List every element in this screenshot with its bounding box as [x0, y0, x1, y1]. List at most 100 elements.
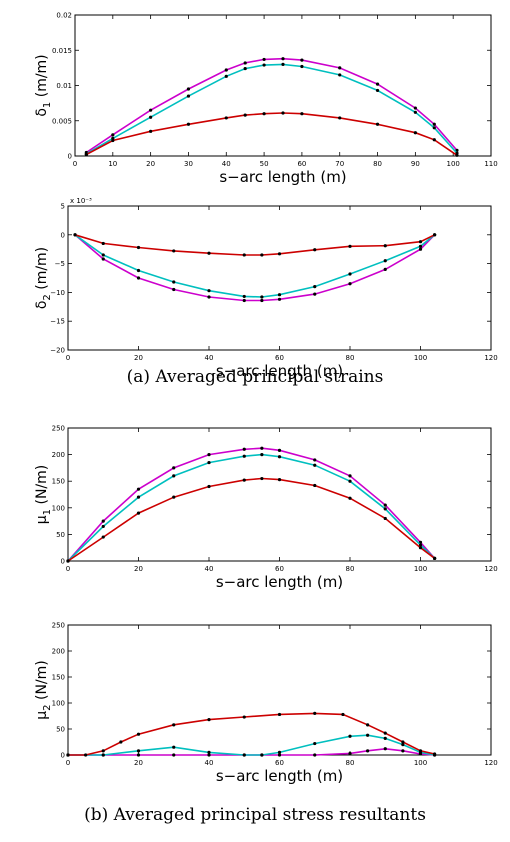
- series-point-1: [149, 108, 153, 112]
- series-point-1: [136, 487, 141, 491]
- series-point-1: [348, 282, 352, 286]
- x-tick-label: 80: [346, 759, 355, 767]
- series-point-3: [172, 495, 176, 499]
- series-point-3: [455, 153, 459, 157]
- y-tick-label: 5: [61, 203, 65, 211]
- y-axis-label-subscript: 1: [42, 102, 53, 108]
- series-point-1: [348, 474, 352, 478]
- series-point-3: [242, 478, 246, 482]
- series-point-2: [413, 110, 417, 114]
- series-point-3: [383, 244, 387, 248]
- series-point-2: [136, 268, 141, 273]
- series-point-2: [300, 64, 304, 69]
- series-point-2: [313, 285, 317, 289]
- series-point-2: [101, 524, 105, 529]
- y-axis-label-unit: (N/m): [34, 660, 50, 704]
- series-point-2: [172, 474, 176, 478]
- x-tick-label: 100: [414, 565, 427, 573]
- x-axis-label: s−arc length (m): [219, 168, 346, 186]
- series-line-3: [85, 112, 458, 156]
- x-tick-label: 0: [66, 565, 70, 573]
- series-point-1: [418, 247, 423, 251]
- x-tick-label: 60: [275, 759, 284, 767]
- series-point-1: [172, 753, 176, 757]
- series-point-3: [207, 718, 211, 722]
- series-point-3: [433, 752, 437, 756]
- series-point-1: [383, 503, 387, 507]
- x-tick-label: 40: [205, 354, 214, 362]
- y-tick-label: 0.005: [52, 117, 72, 125]
- series-point-2: [101, 253, 105, 257]
- x-tick-label: 40: [205, 565, 214, 573]
- plot-frame: [67, 427, 492, 562]
- series-point-3: [277, 252, 282, 256]
- chart-mu1: 0 20 40 60 80 100 120 0 50 100 150 200 250 s−arc leng…: [34, 425, 498, 592]
- series-point-3: [375, 122, 380, 126]
- series-point-3: [84, 152, 88, 157]
- series-point-1: [136, 276, 141, 280]
- series-point-1: [277, 297, 282, 301]
- caption-b: (b) Averaged principal stress resultants: [84, 805, 426, 825]
- series-line-2: [67, 453, 436, 562]
- series-point-3: [119, 740, 123, 744]
- series-line-1: [85, 57, 458, 154]
- series-point-2: [260, 453, 264, 457]
- series-point-2: [432, 126, 436, 130]
- x-tick-label: 100: [414, 759, 427, 767]
- y-axis-label-unit: (N/m): [34, 465, 50, 509]
- y-axis-label: δ2 (m/m): [34, 247, 53, 309]
- series-point-2: [277, 750, 282, 755]
- series-point-2: [242, 454, 246, 458]
- series-point-3: [413, 131, 417, 135]
- series-point-1: [313, 458, 317, 462]
- series-point-3: [348, 244, 352, 248]
- y-tick-label: 0: [61, 752, 65, 760]
- y-tick-label: 0: [61, 558, 65, 566]
- series-point-2: [207, 289, 211, 293]
- series-point-1: [172, 287, 176, 292]
- series-point-1: [383, 747, 387, 751]
- x-tick-label: 70: [335, 160, 344, 168]
- x-tick-label: 80: [346, 354, 355, 362]
- x-axis-label: s−arc length (m): [216, 573, 343, 591]
- chart-delta1: 0 10 20 30 40 50 60 70 80 90 100 110 0 0.005 0.01 0.015…: [34, 12, 498, 187]
- x-tick-label: 0: [66, 354, 70, 362]
- x-tick-label: 10: [108, 160, 117, 168]
- y-axis-label-subscript: 2: [42, 294, 53, 300]
- y-tick-label: 0.01: [56, 82, 72, 90]
- series-point-1: [101, 519, 105, 523]
- y-exponent-label: x 10⁻³: [70, 197, 92, 205]
- x-tick-label: 110: [484, 160, 497, 168]
- series-point-2: [277, 455, 282, 459]
- series-point-1: [260, 446, 264, 450]
- series-point-2: [375, 88, 380, 93]
- series-point-2: [243, 66, 247, 71]
- series-point-3: [418, 546, 423, 550]
- y-axis-label-symbol: δ: [34, 301, 50, 310]
- x-axis-label: s−arc length (m): [216, 767, 343, 785]
- series-point-3: [341, 712, 345, 717]
- series-point-3: [260, 253, 264, 257]
- y-tick-label: 200: [52, 451, 65, 459]
- x-tick-label: 30: [184, 160, 193, 168]
- y-tick-label: 0.015: [52, 47, 72, 55]
- series-point-2: [383, 507, 387, 511]
- x-tick-label: 100: [446, 160, 459, 168]
- series-point-2: [348, 479, 352, 483]
- series-point-1: [277, 448, 282, 452]
- series-point-3: [101, 535, 105, 539]
- x-tick-label: 80: [373, 160, 382, 168]
- y-axis-label-subscript: 2: [42, 704, 53, 710]
- y-tick-label: 150: [52, 478, 65, 486]
- series-point-1: [262, 57, 266, 62]
- series-point-1: [383, 267, 387, 271]
- y-axis-label-unit: (m/m): [34, 247, 50, 294]
- series-point-1: [172, 466, 176, 470]
- series-point-1: [207, 753, 211, 757]
- series-line-2: [74, 234, 436, 298]
- series-point-2: [224, 74, 228, 78]
- series-point-1: [242, 447, 246, 451]
- series-point-3: [224, 116, 228, 120]
- series-point-2: [401, 743, 405, 747]
